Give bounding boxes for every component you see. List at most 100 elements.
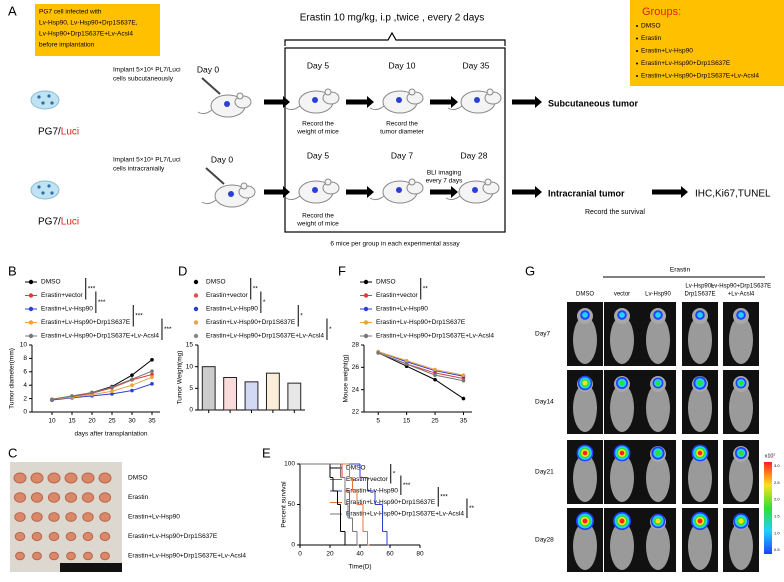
x-axis-label: days after transplantation	[75, 431, 148, 438]
legend-label: Erastin+Lv-Hsp90+Drp1S637E	[376, 319, 466, 326]
label: Erastin	[641, 35, 662, 42]
bli-signal	[697, 518, 703, 524]
data-point	[404, 358, 409, 363]
series-line	[51, 373, 153, 400]
syringe	[205, 167, 225, 185]
mouse-silhouette	[610, 522, 634, 570]
y-tick-label: 100	[284, 461, 295, 468]
tumor	[81, 472, 95, 484]
bli-signal	[619, 450, 625, 456]
data-point	[150, 375, 154, 379]
y-axis-label: Mouse weight(g)	[343, 354, 350, 402]
significance: ***	[88, 285, 96, 292]
mouse-tail	[445, 195, 461, 201]
legend-label: DMSO	[206, 279, 226, 286]
tumor	[32, 551, 42, 561]
bli-signal	[738, 312, 744, 318]
cell	[37, 185, 41, 189]
y-tick-label: 50	[288, 501, 296, 508]
tumor	[48, 531, 60, 542]
tumor	[65, 531, 77, 542]
mouse-silhouette	[610, 384, 634, 432]
x-tick-label: 40	[356, 551, 364, 558]
data-point	[50, 397, 54, 402]
significance: *	[329, 326, 332, 333]
tumor	[48, 512, 60, 522]
y-tick-label: 5	[189, 385, 193, 392]
row-label: Day7	[535, 331, 551, 338]
tumor-dot	[312, 187, 318, 193]
mouse-ear	[240, 182, 248, 190]
significance: ***	[98, 299, 106, 306]
bli-signal	[582, 518, 588, 524]
label: Luci	[61, 217, 79, 228]
legend-label: Erastin+vector	[376, 292, 419, 299]
mouse-ear	[408, 178, 416, 186]
label: cells intracranially	[113, 166, 165, 173]
y-tick-label: 10	[20, 342, 28, 349]
x-tick-label: 15	[68, 418, 76, 425]
data-point	[461, 373, 466, 377]
y-tick-label: 2	[23, 395, 27, 402]
mouse-tail	[285, 105, 301, 111]
label: Record the	[386, 121, 418, 128]
tumor	[83, 551, 93, 561]
x-tick-label: 30	[128, 418, 136, 425]
bar	[201, 366, 216, 411]
column-label: Lv-Hsp90	[645, 292, 671, 298]
bullet	[636, 25, 638, 27]
bli-signal	[655, 380, 661, 386]
bar	[244, 381, 259, 411]
cell	[41, 191, 45, 195]
data-point	[70, 394, 74, 398]
mouse-silhouette	[688, 454, 712, 502]
data-point	[433, 377, 437, 382]
label: Erastin+Lv-Hsp90+Drp1S637E+Lv-Acsl4	[641, 73, 759, 80]
y-tick-label: 24	[352, 386, 360, 393]
legend-label: Erastin+Lv-Hsp90+Drp1S637E+Lv-Acsl4	[346, 511, 464, 518]
group-label: Erastin	[670, 267, 691, 274]
mouse-icon	[369, 178, 424, 204]
bracket	[284, 31, 506, 46]
x-axis-label: Time(D)	[348, 564, 371, 571]
cell	[50, 191, 54, 195]
label: Erastin 10 mg/kg, i.p ,twice , every 2 d…	[300, 13, 485, 24]
tumor	[65, 512, 77, 522]
label: tumor diameter	[380, 129, 425, 136]
tumor	[31, 531, 43, 542]
colorbar	[764, 462, 772, 554]
bullet	[636, 75, 638, 77]
legend-marker	[193, 333, 199, 339]
groups-box	[630, 0, 784, 86]
mouse-silhouette	[688, 316, 712, 364]
label: Subcutaneous tumor	[548, 98, 639, 108]
legend-label: Erastin+Lv-Hsp90+Drp1S637E+Lv-Acsl4	[376, 333, 494, 340]
mouse-icon	[197, 92, 252, 118]
data-point	[433, 373, 437, 377]
mouse-silhouette	[573, 384, 597, 432]
label: Record the survival	[585, 209, 645, 216]
tumor	[14, 531, 26, 542]
y-tick-label: 6	[23, 369, 27, 376]
legend-label: Erastin+vector	[206, 292, 249, 299]
bli-signal	[619, 312, 625, 318]
label: Day 7	[391, 150, 413, 160]
arrow	[430, 186, 458, 198]
row-label: Erastin+Lv-Hsp90	[128, 514, 180, 521]
bli-signal	[738, 450, 744, 456]
series-line	[51, 376, 153, 400]
tumor-dot	[474, 97, 480, 103]
x-tick-label: 80	[416, 551, 424, 558]
colorbar-tick-label: 2.0	[774, 497, 780, 502]
arrow	[512, 96, 542, 108]
tumor-dot	[472, 187, 478, 193]
label: Lv-Hsp90+Drp1S637E+Lv-Acsl4	[39, 31, 133, 38]
column-label: vector	[614, 292, 630, 298]
mouse-silhouette	[610, 454, 634, 502]
panel-letter: D	[178, 263, 187, 278]
label: Implant 5×10⁵ PL7/Luci	[113, 157, 181, 164]
x-tick-label: 35	[460, 418, 468, 425]
label: weight of mice	[296, 129, 339, 136]
cell	[37, 95, 41, 99]
x-tick-label: 20	[326, 551, 334, 558]
